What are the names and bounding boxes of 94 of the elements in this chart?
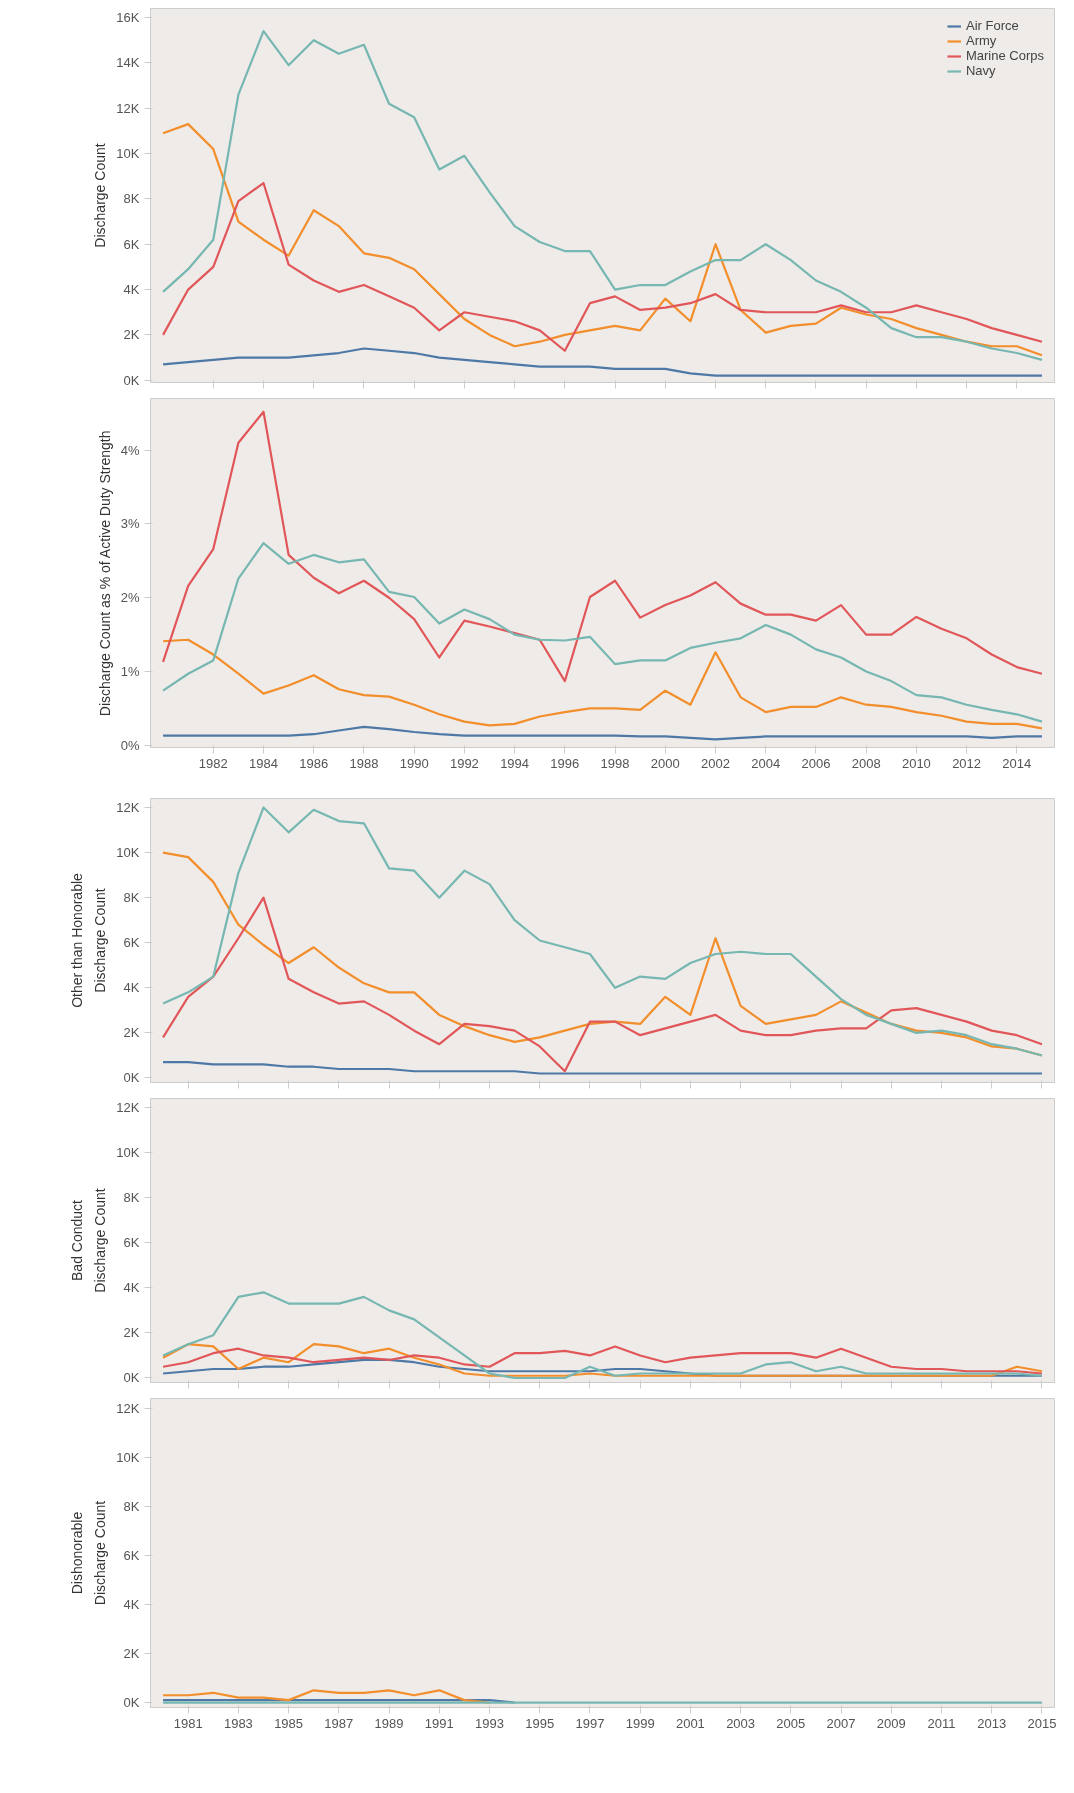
y-tick-label: 16K bbox=[116, 10, 140, 26]
y-tick-label: 2K bbox=[123, 1325, 140, 1341]
line-series bbox=[161, 806, 1044, 1057]
x-tick-label: 1996 bbox=[550, 755, 580, 771]
line-series bbox=[161, 1291, 1044, 1380]
y-tick-label: 4K bbox=[123, 1280, 140, 1296]
y-tick-label: 1% bbox=[120, 664, 140, 679]
x-tick-label: 1988 bbox=[349, 755, 379, 771]
y-tick-label: 12K bbox=[116, 1100, 140, 1116]
line-series bbox=[161, 123, 1044, 357]
y-tick-label: 2K bbox=[123, 1646, 140, 1662]
x-tick-label: 1982 bbox=[198, 755, 228, 771]
y-axis-title: Discharge Count bbox=[92, 1188, 109, 1293]
y-axis-title: Discharge Count bbox=[92, 143, 109, 248]
y-tick-label: 10K bbox=[116, 146, 140, 162]
y-tick-label: 4% bbox=[120, 442, 140, 458]
y-tick-label: 2K bbox=[123, 1025, 140, 1041]
x-tick-label: 2010 bbox=[901, 755, 931, 771]
y-tick-label: 6K bbox=[123, 1547, 140, 1563]
y-tick-label: 12K bbox=[116, 100, 140, 116]
x-tick-label: 2004 bbox=[751, 755, 781, 771]
text: Other than Honorable bbox=[68, 872, 85, 1008]
y-tick-label: 6K bbox=[123, 935, 140, 951]
y-tick-label: 14K bbox=[116, 55, 140, 71]
x-tick-label: 1990 bbox=[399, 755, 429, 771]
y-tick-label: 10K bbox=[116, 1449, 140, 1465]
text: Dishonorable bbox=[68, 1511, 85, 1595]
x-tick-label: 2006 bbox=[801, 755, 831, 771]
y-tick-label: 4K bbox=[123, 282, 140, 298]
y-tick-label: 6K bbox=[123, 1235, 140, 1251]
x-tick-label: 1998 bbox=[600, 755, 630, 771]
x-tick-label: 1994 bbox=[500, 755, 530, 771]
legend-label: Navy bbox=[965, 63, 996, 78]
x-tick-label: 1993 bbox=[475, 1715, 504, 1731]
line-series bbox=[161, 181, 1044, 352]
line-series bbox=[161, 542, 1044, 723]
y-tick-label: 10K bbox=[116, 1145, 140, 1161]
text: Bad Conduct bbox=[68, 1199, 85, 1281]
x-tick-label: 1989 bbox=[374, 1715, 404, 1731]
y-tick-label: 8K bbox=[123, 191, 140, 207]
x-tick-label: 2009 bbox=[876, 1715, 906, 1731]
x-tick-label: 1981 bbox=[173, 1715, 203, 1731]
legend-label: Marine Corps bbox=[965, 48, 1044, 63]
x-tick-label: 1987 bbox=[324, 1715, 354, 1731]
y-tick-label: 12K bbox=[116, 1400, 140, 1416]
legend-label: Army bbox=[965, 33, 997, 48]
y-tick-label: 8K bbox=[123, 890, 140, 906]
y-tick-label: 0K bbox=[123, 1370, 140, 1386]
x-tick-label: 1983 bbox=[223, 1715, 253, 1731]
y-axis-title: Discharge Count bbox=[92, 888, 109, 993]
y-tick-label: 0K bbox=[123, 372, 140, 388]
line-series bbox=[161, 638, 1044, 730]
x-tick-label: 2005 bbox=[776, 1715, 806, 1731]
y-tick-label: 0K bbox=[123, 1695, 140, 1711]
x-tick-label: 1995 bbox=[525, 1715, 555, 1731]
y-axis-title: Discharge Count bbox=[92, 1500, 109, 1606]
x-tick-label: 2011 bbox=[927, 1715, 956, 1731]
y-tick-label: 2K bbox=[123, 327, 140, 343]
x-tick-label: 2001 bbox=[675, 1715, 705, 1731]
x-tick-label: 1999 bbox=[625, 1715, 655, 1731]
legend-label: Air Force bbox=[965, 18, 1019, 33]
y-tick-label: 8K bbox=[123, 1190, 140, 1206]
x-tick-label: 1985 bbox=[274, 1715, 304, 1731]
line-series bbox=[161, 1061, 1044, 1075]
x-tick-label: 2013 bbox=[977, 1715, 1007, 1731]
x-tick-label: 1991 bbox=[424, 1715, 454, 1731]
line-series bbox=[161, 30, 1044, 361]
x-tick-label: 2007 bbox=[826, 1715, 856, 1731]
y-axis-title: Discharge Count as % of Active Duty Strength bbox=[96, 430, 113, 717]
y-tick-label: 3% bbox=[120, 516, 140, 532]
x-tick-label: 1986 bbox=[299, 755, 329, 771]
x-tick-label: 2000 bbox=[650, 755, 680, 771]
x-tick-label: 2015 bbox=[1027, 1715, 1057, 1731]
line-series bbox=[161, 410, 1044, 683]
y-tick-label: 4K bbox=[123, 980, 140, 996]
line-series bbox=[161, 725, 1044, 741]
y-tick-label: 2% bbox=[120, 590, 140, 606]
x-tick-label: 2008 bbox=[851, 755, 881, 771]
x-tick-label: 1984 bbox=[249, 755, 278, 771]
y-tick-label: 4K bbox=[123, 1597, 140, 1612]
y-tick-label: 0K bbox=[123, 1070, 140, 1086]
x-tick-label: 1992 bbox=[449, 755, 479, 771]
line-series bbox=[161, 896, 1044, 1073]
x-tick-label: 2014 bbox=[1002, 755, 1032, 771]
y-tick-label: 6K bbox=[123, 236, 140, 252]
y-tick-label: 0% bbox=[120, 737, 140, 753]
y-tick-label: 10K bbox=[116, 845, 140, 861]
y-tick-label: 12K bbox=[116, 800, 140, 816]
x-tick-label: 1997 bbox=[575, 1715, 605, 1731]
x-tick-label: 2003 bbox=[726, 1715, 756, 1731]
y-tick-label: 8K bbox=[123, 1498, 140, 1514]
x-tick-label: 2002 bbox=[701, 755, 730, 771]
line-series bbox=[161, 347, 1044, 377]
x-tick-label: 2012 bbox=[952, 755, 982, 771]
